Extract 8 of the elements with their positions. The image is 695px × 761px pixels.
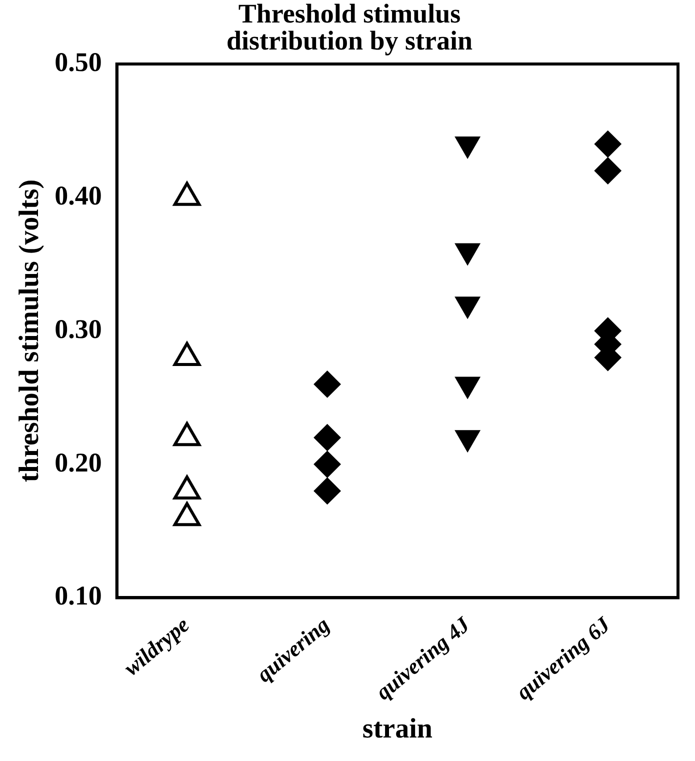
y-tick-label: 0.10 [54,580,102,611]
y-tick-label: 0.20 [54,447,102,478]
x-axis-title: strain [362,713,433,744]
y-axis-title: threshold stimulus (volts) [14,179,46,482]
y-tick-label: 0.30 [54,314,102,344]
y-tick-label: 0.40 [54,180,102,210]
y-tick-label: 0.50 [54,46,102,77]
chart-title: Threshold stimulus distribution by strain [226,0,473,56]
